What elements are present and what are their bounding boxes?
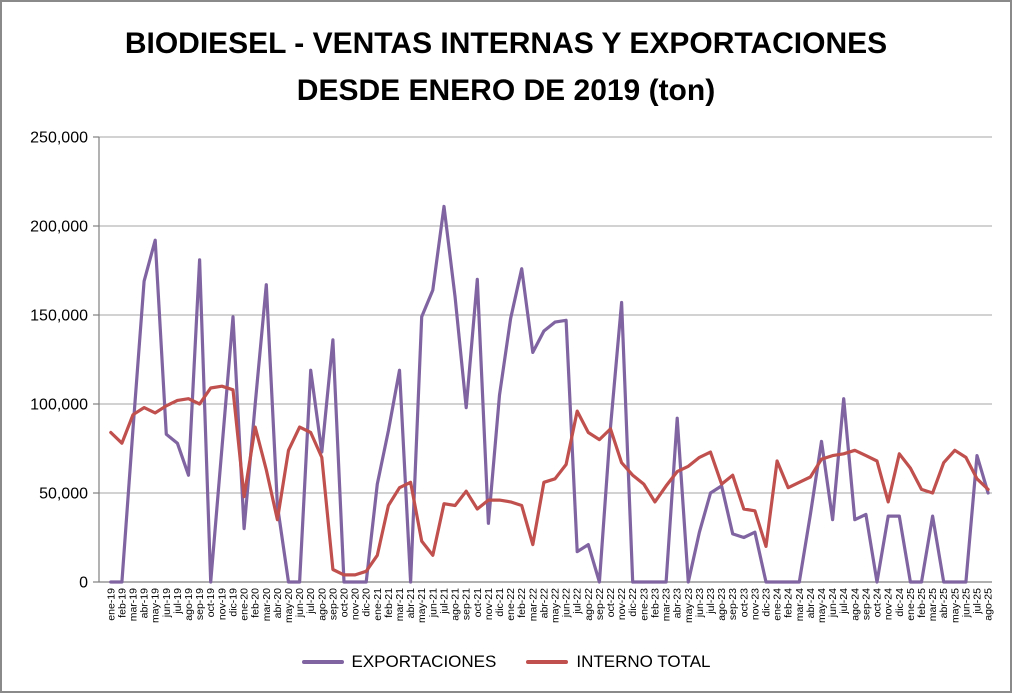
svg-text:abr-19: abr-19 <box>139 588 151 619</box>
svg-text:0: 0 <box>79 575 88 592</box>
legend-label-exportaciones: EXPORTACIONES <box>351 652 497 671</box>
svg-text:mar-19: mar-19 <box>128 588 140 621</box>
svg-text:ene-25: ene-25 <box>905 588 917 621</box>
svg-text:dic-21: dic-21 <box>494 588 506 617</box>
svg-text:150,000: 150,000 <box>30 308 88 325</box>
svg-text:mar-20: mar-20 <box>261 588 273 621</box>
svg-text:feb-19: feb-19 <box>116 588 128 618</box>
svg-text:ene-24: ene-24 <box>772 588 784 621</box>
svg-text:abr-20: abr-20 <box>272 588 284 619</box>
svg-text:jun-25: jun-25 <box>960 588 972 618</box>
svg-text:jun-24: jun-24 <box>827 588 839 618</box>
legend-item-exportaciones: EXPORTACIONES <box>301 652 497 672</box>
svg-text:abr-21: abr-21 <box>405 588 417 619</box>
chart-title-line-1: BIODIESEL - VENTAS INTERNAS Y EXPORTACIO… <box>124 27 888 60</box>
chart-title: BIODIESEL - VENTAS INTERNAS Y EXPORTACIO… <box>2 20 1010 114</box>
svg-text:dic-22: dic-22 <box>627 588 639 617</box>
svg-text:sep-22: sep-22 <box>594 588 606 620</box>
svg-text:dic-23: dic-23 <box>760 588 772 617</box>
svg-text:oct-23: oct-23 <box>738 588 750 617</box>
svg-text:nov-23: nov-23 <box>749 588 761 620</box>
svg-text:jun-20: jun-20 <box>294 588 306 618</box>
svg-text:mar-22: mar-22 <box>527 588 539 621</box>
svg-text:feb-21: feb-21 <box>383 588 395 618</box>
svg-text:sep-20: sep-20 <box>327 588 339 620</box>
legend-label-interno-total: INTERNO TOTAL <box>576 652 711 671</box>
svg-text:ene-21: ene-21 <box>372 588 384 621</box>
svg-text:jul-24: jul-24 <box>838 588 850 615</box>
svg-text:jun-19: jun-19 <box>161 588 173 618</box>
svg-text:100,000: 100,000 <box>30 397 88 414</box>
svg-text:mar-21: mar-21 <box>394 588 406 621</box>
svg-text:sep-21: sep-21 <box>461 588 473 620</box>
svg-text:nov-22: nov-22 <box>616 588 628 620</box>
svg-text:may-25: may-25 <box>949 588 961 623</box>
svg-text:jul-19: jul-19 <box>172 588 184 615</box>
svg-text:oct-19: oct-19 <box>205 588 217 617</box>
svg-text:feb-24: feb-24 <box>783 588 795 618</box>
svg-text:feb-20: feb-20 <box>250 588 262 618</box>
svg-text:sep-19: sep-19 <box>194 588 206 620</box>
svg-text:jul-22: jul-22 <box>572 588 584 615</box>
svg-text:ago-20: ago-20 <box>316 588 328 621</box>
svg-text:may-21: may-21 <box>416 588 428 623</box>
svg-text:feb-23: feb-23 <box>649 588 661 618</box>
svg-text:jul-25: jul-25 <box>971 588 983 615</box>
svg-text:jun-23: jun-23 <box>694 588 706 618</box>
svg-text:may-22: may-22 <box>550 588 562 623</box>
chart-title-line-2: DESDE ENERO DE 2019 (ton) <box>296 74 716 107</box>
svg-text:ene-22: ene-22 <box>505 588 517 621</box>
exportaciones-line-swatch-icon <box>301 659 344 665</box>
svg-text:oct-20: oct-20 <box>339 588 351 617</box>
svg-text:50,000: 50,000 <box>39 486 88 503</box>
svg-text:oct-22: oct-22 <box>605 588 617 617</box>
svg-text:jul-20: jul-20 <box>305 588 317 615</box>
svg-text:200,000: 200,000 <box>30 219 88 236</box>
svg-text:jun-22: jun-22 <box>561 588 573 618</box>
svg-text:feb-22: feb-22 <box>516 588 528 618</box>
svg-text:dic-24: dic-24 <box>894 588 906 617</box>
svg-text:dic-20: dic-20 <box>361 588 373 617</box>
svg-text:ene-23: ene-23 <box>638 588 650 621</box>
svg-text:oct-24: oct-24 <box>872 588 884 617</box>
svg-text:abr-23: abr-23 <box>672 588 684 619</box>
svg-text:abr-25: abr-25 <box>938 588 950 619</box>
svg-text:mar-25: mar-25 <box>927 588 939 621</box>
svg-text:jun-21: jun-21 <box>427 588 439 618</box>
svg-text:jul-23: jul-23 <box>705 588 717 615</box>
svg-text:jul-21: jul-21 <box>438 588 450 615</box>
svg-text:sep-24: sep-24 <box>860 588 872 620</box>
svg-text:ene-20: ene-20 <box>239 588 251 621</box>
svg-text:ago-19: ago-19 <box>183 588 195 621</box>
svg-text:abr-22: abr-22 <box>538 588 550 619</box>
svg-text:may-20: may-20 <box>283 588 295 623</box>
svg-text:ago-24: ago-24 <box>849 588 861 621</box>
svg-text:mar-24: mar-24 <box>794 588 806 621</box>
svg-text:may-24: may-24 <box>816 588 828 623</box>
svg-text:feb-25: feb-25 <box>916 588 928 618</box>
svg-text:sep-23: sep-23 <box>727 588 739 620</box>
svg-text:ago-22: ago-22 <box>583 588 595 621</box>
svg-text:ago-21: ago-21 <box>450 588 462 621</box>
svg-text:dic-19: dic-19 <box>227 588 239 617</box>
svg-text:abr-24: abr-24 <box>805 588 817 619</box>
svg-text:ago-25: ago-25 <box>983 588 995 621</box>
svg-text:may-19: may-19 <box>150 588 162 623</box>
svg-text:nov-24: nov-24 <box>883 588 895 620</box>
interno-total-line-swatch-icon <box>526 659 569 665</box>
chart-legend: EXPORTACIONES INTERNO TOTAL <box>2 652 1010 672</box>
svg-text:oct-21: oct-21 <box>472 588 484 617</box>
svg-text:ago-23: ago-23 <box>716 588 728 621</box>
svg-text:250,000: 250,000 <box>30 130 88 147</box>
svg-text:nov-19: nov-19 <box>216 588 228 620</box>
svg-text:mar-23: mar-23 <box>661 588 673 621</box>
svg-text:ene-19: ene-19 <box>105 588 117 621</box>
legend-item-interno-total: INTERNO TOTAL <box>526 652 711 672</box>
svg-text:may-23: may-23 <box>683 588 695 623</box>
svg-text:nov-21: nov-21 <box>483 588 495 620</box>
svg-text:nov-20: nov-20 <box>350 588 362 620</box>
